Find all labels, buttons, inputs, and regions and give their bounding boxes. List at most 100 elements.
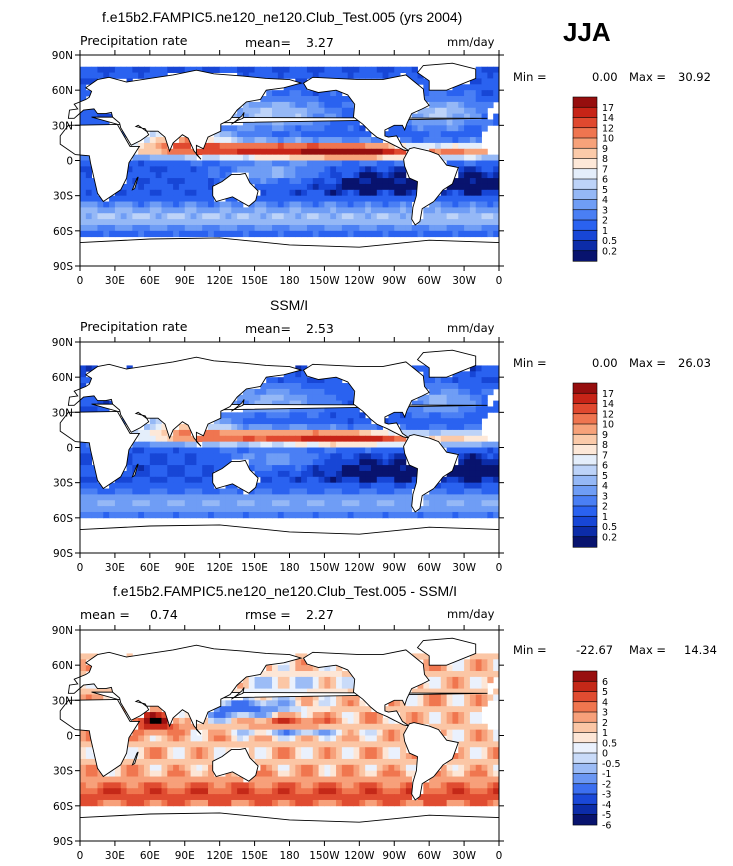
panel3-colorbar-label: 4 bbox=[602, 697, 608, 708]
panel2-colorbar-box bbox=[572, 536, 598, 548]
panel3-max-label: Max = bbox=[629, 643, 667, 657]
panel2-colorbar-label: 2 bbox=[602, 502, 608, 513]
panel1-colorbar-label: 1 bbox=[602, 226, 608, 237]
panel2-lon-label: 60W bbox=[417, 562, 441, 574]
panel3-lon-label: 30E bbox=[105, 850, 125, 862]
panel1-lon-label: 30E bbox=[105, 275, 125, 287]
panel1-lon-label: 60E bbox=[140, 275, 160, 287]
panel1-colorbar-label: 8 bbox=[602, 154, 608, 165]
panel1-lon-label: 30W bbox=[452, 275, 476, 287]
panel3-lon-label: 60E bbox=[140, 850, 160, 862]
panel1-colorbar-box bbox=[572, 209, 598, 221]
panel1-units: mm/day bbox=[447, 35, 495, 49]
panel3-mean-value: 0.74 bbox=[150, 607, 178, 622]
panel2-colorbar-box bbox=[572, 454, 598, 466]
panel1-colorbar-box bbox=[572, 117, 598, 129]
panel3-colorbar-label: 0.5 bbox=[602, 738, 617, 749]
panel1-colorbar-box bbox=[572, 188, 598, 201]
panel1-colorbar-box bbox=[572, 96, 598, 108]
panel3-lon-label: 120E bbox=[206, 850, 233, 862]
panel2-lat-label: 60N bbox=[52, 372, 73, 384]
panel1-min-value: 0.00 bbox=[592, 70, 618, 84]
panel2-max-value: 26.03 bbox=[678, 356, 711, 370]
panel1-colorbar-box bbox=[572, 178, 598, 190]
panel2-min-value: 0.00 bbox=[592, 356, 618, 370]
panel2-colorbar-label: 1 bbox=[602, 512, 608, 523]
land-outline bbox=[231, 687, 245, 700]
panel3-colorbar-label: -3 bbox=[602, 790, 611, 801]
panel1-max-label: Max = bbox=[629, 70, 667, 84]
panel2-variable-label: Precipitation rate bbox=[80, 319, 188, 334]
panel2-lat-label: 30S bbox=[53, 478, 73, 490]
land-outline bbox=[212, 172, 259, 207]
panel3-colorbar-box bbox=[572, 721, 598, 734]
panel3-colorbar-label: 2 bbox=[602, 718, 608, 729]
panel2-colorbar-box bbox=[572, 423, 598, 435]
panel2-colorbar-label: 5 bbox=[602, 471, 608, 482]
panel3-colorbar-box bbox=[572, 762, 598, 775]
panel3-colorbar-box bbox=[572, 793, 598, 805]
panel2-mean-value: 2.53 bbox=[306, 321, 334, 336]
panel3-lat-label: 90N bbox=[52, 625, 73, 637]
panel3-colorbar-label: 0 bbox=[602, 749, 608, 760]
panel2-colorbar-box bbox=[572, 433, 598, 446]
panel3-lon-label: 0 bbox=[496, 850, 503, 862]
panel1-lat-label: 30S bbox=[53, 191, 73, 203]
panel1-colorbar-label: 3 bbox=[602, 205, 608, 216]
panel2-colorbar-box bbox=[572, 392, 598, 405]
land-outline bbox=[79, 524, 500, 554]
panel3-lon-label: 60W bbox=[417, 850, 441, 862]
panel1-colorbar-box bbox=[572, 127, 598, 139]
panel2-lon-label: 150W bbox=[309, 562, 340, 574]
panel3-units: mm/day bbox=[447, 607, 495, 621]
panel1-lon-label: 90W bbox=[382, 275, 406, 287]
panel2-colorbar-box bbox=[572, 403, 598, 415]
panel3-lon-label: 90E bbox=[175, 850, 195, 862]
panel1-lon-label: 0 bbox=[77, 275, 84, 287]
panel2-colorbar-label: 17 bbox=[602, 389, 614, 400]
panel2-lon-label: 150E bbox=[241, 562, 268, 574]
panel1-max-value: 30.92 bbox=[678, 70, 711, 84]
land-outline bbox=[403, 147, 459, 226]
panel1-colorbar-label: 14 bbox=[602, 113, 614, 124]
panel1-colorbar-label: 6 bbox=[602, 175, 608, 186]
panel1-colorbar-label: 0.5 bbox=[602, 236, 617, 247]
panel2-lon-label: 120E bbox=[206, 562, 233, 574]
land-outline bbox=[403, 722, 459, 801]
panel1-variable-label: Precipitation rate bbox=[80, 33, 188, 48]
panel2-title: SSM/I bbox=[270, 297, 309, 313]
panel2-colorbar-box bbox=[572, 505, 598, 517]
land-outline bbox=[79, 812, 500, 842]
panel2-lon-label: 0 bbox=[496, 562, 503, 574]
panel2-colorbar-box bbox=[572, 444, 598, 456]
land-outline bbox=[212, 747, 259, 782]
panel3-colorbar-box bbox=[572, 814, 598, 826]
panel3-lon-label: 150W bbox=[309, 850, 340, 862]
land-outline bbox=[302, 649, 430, 727]
panel1-colorbar-label: 12 bbox=[602, 123, 614, 134]
panel2-units: mm/day bbox=[447, 321, 495, 335]
panel2-colorbar-box bbox=[572, 495, 598, 507]
panel3-lon-label: 180 bbox=[279, 850, 299, 862]
panel3-lat-label: 30S bbox=[53, 766, 73, 778]
panel3-colorbar-box bbox=[572, 680, 598, 693]
panel2-colorbar-box bbox=[572, 474, 598, 487]
panel1-title: f.e15b2.FAMPIC5.ne120_ne120.Club_Test.00… bbox=[102, 9, 463, 25]
panel3-lat-label: 60N bbox=[52, 660, 73, 672]
panel1-colorbar-label: 0.2 bbox=[602, 246, 617, 257]
panel2-colorbar-box bbox=[572, 515, 598, 528]
panel2-colorbar-label: 6 bbox=[602, 461, 608, 472]
panel2-lon-label: 30E bbox=[105, 562, 125, 574]
land-outline bbox=[131, 751, 139, 766]
panel2-lat-label: 0 bbox=[66, 443, 73, 455]
panel2-lat-label: 30N bbox=[52, 407, 73, 419]
land-outline bbox=[131, 463, 139, 478]
panel1-colorbar-box bbox=[572, 250, 598, 262]
panel3-coastlines bbox=[59, 637, 500, 842]
panel1-colorbar-box bbox=[572, 168, 598, 180]
land-outline bbox=[231, 399, 245, 412]
panel2-lon-label: 120W bbox=[344, 562, 375, 574]
panel3-lon-label: 0 bbox=[77, 850, 84, 862]
panel1-lon-label: 120E bbox=[206, 275, 233, 287]
